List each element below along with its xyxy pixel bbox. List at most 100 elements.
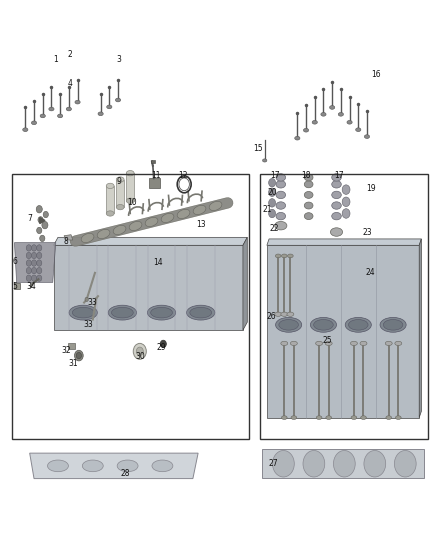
Ellipse shape bbox=[364, 135, 370, 139]
Ellipse shape bbox=[304, 181, 313, 188]
Polygon shape bbox=[243, 237, 247, 330]
Ellipse shape bbox=[276, 191, 286, 199]
Ellipse shape bbox=[332, 213, 341, 220]
Ellipse shape bbox=[279, 319, 298, 330]
Ellipse shape bbox=[287, 312, 294, 317]
Ellipse shape bbox=[329, 106, 335, 109]
Ellipse shape bbox=[97, 229, 110, 239]
Text: 21: 21 bbox=[263, 205, 272, 214]
Polygon shape bbox=[419, 239, 421, 418]
Text: 32: 32 bbox=[61, 346, 71, 355]
Circle shape bbox=[43, 212, 48, 217]
Ellipse shape bbox=[360, 341, 367, 345]
Circle shape bbox=[342, 185, 350, 195]
Ellipse shape bbox=[129, 221, 142, 231]
Ellipse shape bbox=[332, 174, 341, 181]
Text: 31: 31 bbox=[68, 359, 78, 367]
Ellipse shape bbox=[282, 416, 287, 419]
Circle shape bbox=[32, 252, 37, 259]
Circle shape bbox=[26, 245, 32, 251]
Bar bbox=[116, 180, 124, 207]
Circle shape bbox=[268, 199, 276, 207]
Text: 20: 20 bbox=[267, 188, 277, 197]
Bar bbox=[149, 179, 160, 188]
Text: 22: 22 bbox=[270, 224, 279, 233]
Text: 34: 34 bbox=[26, 282, 36, 291]
Text: 18: 18 bbox=[301, 171, 311, 180]
Circle shape bbox=[37, 275, 42, 281]
Ellipse shape bbox=[187, 305, 215, 320]
Circle shape bbox=[342, 209, 350, 218]
Ellipse shape bbox=[290, 341, 297, 345]
Ellipse shape bbox=[276, 317, 302, 332]
Text: 4: 4 bbox=[68, 79, 73, 88]
Text: 3: 3 bbox=[117, 55, 121, 64]
Text: 27: 27 bbox=[268, 459, 278, 469]
Circle shape bbox=[26, 252, 32, 259]
Ellipse shape bbox=[396, 416, 401, 419]
Ellipse shape bbox=[304, 202, 313, 209]
Ellipse shape bbox=[316, 416, 322, 419]
Ellipse shape bbox=[152, 460, 173, 472]
Ellipse shape bbox=[330, 228, 343, 236]
Polygon shape bbox=[14, 243, 56, 282]
Ellipse shape bbox=[81, 233, 94, 243]
Ellipse shape bbox=[276, 254, 281, 258]
Text: 28: 28 bbox=[121, 469, 130, 478]
Ellipse shape bbox=[40, 114, 46, 118]
Text: 8: 8 bbox=[64, 237, 68, 246]
Text: 33: 33 bbox=[87, 298, 97, 307]
Circle shape bbox=[26, 268, 32, 274]
Ellipse shape bbox=[383, 319, 403, 330]
Ellipse shape bbox=[356, 128, 361, 132]
Polygon shape bbox=[261, 449, 424, 478]
Text: 12: 12 bbox=[179, 171, 188, 180]
Circle shape bbox=[32, 260, 37, 266]
Circle shape bbox=[160, 340, 166, 348]
Ellipse shape bbox=[304, 213, 313, 220]
Ellipse shape bbox=[98, 112, 103, 116]
Bar bbox=[14, 284, 20, 289]
Polygon shape bbox=[267, 245, 419, 418]
Circle shape bbox=[32, 268, 37, 274]
Ellipse shape bbox=[190, 308, 212, 318]
Circle shape bbox=[268, 188, 276, 197]
Polygon shape bbox=[267, 239, 421, 245]
Ellipse shape bbox=[326, 416, 332, 419]
Ellipse shape bbox=[304, 191, 313, 198]
Text: 15: 15 bbox=[253, 144, 263, 154]
Ellipse shape bbox=[338, 112, 343, 116]
Text: 9: 9 bbox=[117, 177, 121, 186]
Circle shape bbox=[37, 227, 42, 233]
Ellipse shape bbox=[311, 317, 336, 332]
Circle shape bbox=[133, 343, 146, 359]
Text: 29: 29 bbox=[157, 343, 166, 352]
Circle shape bbox=[42, 221, 48, 229]
Text: 14: 14 bbox=[153, 258, 163, 266]
Ellipse shape bbox=[281, 341, 288, 345]
Text: 17: 17 bbox=[270, 171, 279, 180]
Ellipse shape bbox=[161, 213, 174, 223]
Ellipse shape bbox=[32, 121, 37, 125]
Ellipse shape bbox=[386, 416, 392, 419]
Circle shape bbox=[394, 450, 416, 477]
Ellipse shape bbox=[325, 341, 332, 345]
Bar bbox=[106, 186, 114, 214]
Ellipse shape bbox=[276, 174, 286, 181]
Text: 10: 10 bbox=[127, 198, 137, 207]
Ellipse shape bbox=[72, 308, 94, 318]
Circle shape bbox=[32, 245, 37, 251]
Ellipse shape bbox=[347, 120, 352, 124]
Circle shape bbox=[37, 268, 42, 274]
Ellipse shape bbox=[380, 317, 406, 332]
Text: 26: 26 bbox=[266, 312, 276, 321]
Text: 5: 5 bbox=[12, 282, 17, 291]
Polygon shape bbox=[53, 245, 243, 330]
Circle shape bbox=[342, 197, 350, 207]
Circle shape bbox=[272, 450, 294, 477]
Circle shape bbox=[303, 450, 325, 477]
Ellipse shape bbox=[291, 416, 297, 419]
Polygon shape bbox=[30, 453, 198, 479]
Ellipse shape bbox=[66, 107, 71, 111]
Ellipse shape bbox=[117, 460, 138, 472]
